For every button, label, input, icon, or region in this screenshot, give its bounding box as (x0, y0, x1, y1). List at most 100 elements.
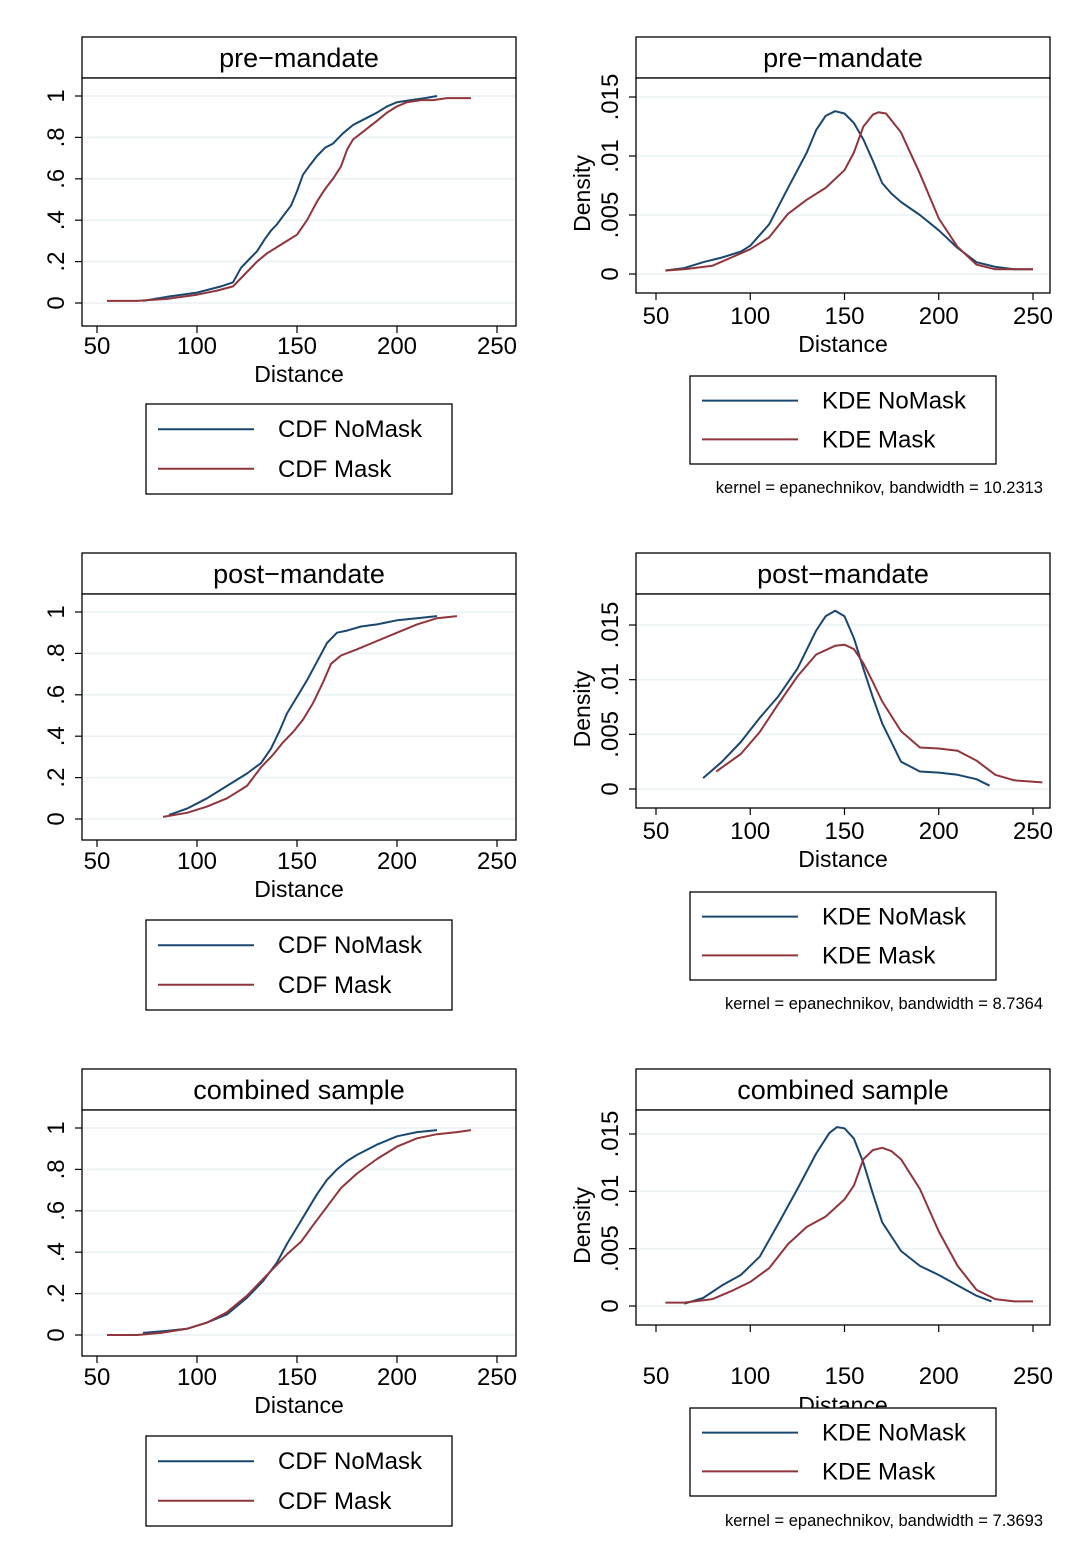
x-axis-label: Distance (798, 846, 887, 872)
y-axis-label: Density (569, 155, 595, 232)
legend: CDF NoMask CDF Mask (145, 919, 453, 1011)
y-tick-label: 0 (43, 296, 70, 309)
x-tick-label: 100 (730, 818, 770, 845)
x-tick-label: 50 (643, 818, 670, 845)
y-tick-label: .4 (43, 726, 70, 746)
panel-title-box (635, 552, 1051, 595)
chart-panel-6: combined sample 0 .005 .01 .015 50 100 150 200 25… (569, 1068, 1053, 1530)
x-axis-label: Distance (254, 876, 343, 902)
legend-label: CDF NoMask (278, 932, 423, 959)
x-tick-label: 200 (377, 848, 417, 875)
y-tick-label: .005 (597, 192, 624, 239)
panel-title: combined sample (737, 1075, 949, 1105)
legend-label: KDE Mask (822, 426, 936, 453)
y-tick-label: .6 (43, 169, 70, 189)
series-line-nomask (684, 1126, 992, 1305)
legend-label: KDE Mask (822, 942, 936, 969)
legend-box (689, 1407, 997, 1497)
y-tick-label: .015 (597, 1111, 624, 1158)
x-tick-label: 50 (643, 303, 670, 330)
series-line-mask (715, 643, 1043, 784)
y-tick-label: 1 (43, 605, 70, 618)
x-tick-label: 200 (919, 303, 959, 330)
panel-title-box (81, 36, 517, 79)
legend-label: CDF NoMask (278, 416, 423, 443)
kernel-note: kernel = epanechnikov, bandwidth = 7.369… (725, 1512, 1043, 1530)
legend-label: CDF Mask (278, 456, 392, 483)
chart-panel-2: pre−mandate 0 .005 .01 .015 50 100 150 200 250 Dis… (569, 36, 1053, 497)
y-axis-label: Density (569, 1187, 595, 1264)
y-tick-label: 0 (597, 267, 624, 280)
y-tick-label: .015 (597, 74, 624, 121)
legend-label: CDF Mask (278, 1488, 392, 1515)
x-tick-label: 150 (824, 303, 864, 330)
panel-title: pre−mandate (763, 43, 923, 73)
legend-box (145, 919, 453, 1011)
legend-box (689, 375, 997, 465)
plot-area (635, 593, 1051, 809)
y-tick-label: .4 (43, 210, 70, 230)
legend-label: KDE NoMask (822, 388, 967, 415)
x-tick-label: 100 (177, 1364, 217, 1391)
series-line-nomask (142, 95, 438, 302)
y-tick-label: .4 (43, 1242, 70, 1262)
y-tick-label: .01 (597, 1175, 624, 1208)
y-tick-label: .8 (43, 1159, 70, 1179)
x-tick-label: 250 (1013, 1363, 1053, 1390)
x-tick-label: 50 (84, 1364, 111, 1391)
y-tick-label: .005 (597, 711, 624, 758)
y-tick-label: 0 (43, 812, 70, 825)
x-tick-label: 100 (730, 303, 770, 330)
series-line-mask (665, 1146, 1033, 1304)
x-tick-label: 150 (277, 848, 317, 875)
x-tick-label: 50 (84, 848, 111, 875)
plot-area (81, 77, 517, 327)
y-tick-label: 0 (43, 1328, 70, 1341)
legend-label: KDE NoMask (822, 904, 967, 931)
y-tick-label: .005 (597, 1225, 624, 1272)
y-tick-label: .01 (597, 663, 624, 696)
y-tick-label: 1 (43, 1121, 70, 1134)
series-line-nomask (665, 110, 1033, 272)
x-axis-label: Distance (798, 331, 887, 357)
series-line-nomask (168, 615, 438, 816)
y-tick-label: .8 (43, 643, 70, 663)
legend: KDE NoMask KDE Mask (689, 375, 997, 465)
y-tick-label: .6 (43, 685, 70, 705)
plot-area (81, 593, 517, 841)
plot-area (635, 77, 1051, 294)
legend-box (145, 403, 453, 495)
x-tick-label: 200 (377, 333, 417, 360)
panel-title-box (81, 552, 517, 595)
legend: CDF NoMask CDF Mask (145, 403, 453, 495)
y-tick-label: .8 (43, 127, 70, 147)
x-axis-label: Distance (254, 1392, 343, 1418)
x-tick-label: 150 (824, 1363, 864, 1390)
series-line-mask (107, 1129, 472, 1336)
x-tick-label: 250 (1013, 303, 1053, 330)
y-tick-label: .015 (597, 602, 624, 649)
y-tick-label: .2 (43, 768, 70, 788)
y-axis-label: Density (569, 670, 595, 747)
y-tick-label: 0 (597, 1299, 624, 1312)
kernel-note: kernel = epanechnikov, bandwidth = 10.23… (716, 479, 1043, 497)
kernel-note: kernel = epanechnikov, bandwidth = 8.736… (725, 995, 1043, 1013)
x-axis-label: Distance (254, 361, 343, 387)
panel-title-box (635, 1068, 1051, 1111)
x-tick-label: 100 (730, 1363, 770, 1390)
x-tick-label: 100 (177, 333, 217, 360)
legend-label: CDF NoMask (278, 1448, 423, 1475)
x-tick-label: 100 (177, 848, 217, 875)
x-tick-label: 250 (1013, 818, 1053, 845)
plot-area (635, 1109, 1051, 1326)
panel-title-box (635, 36, 1051, 79)
legend-label: CDF Mask (278, 972, 392, 999)
panel-title: post−mandate (213, 559, 385, 589)
y-tick-label: 1 (43, 89, 70, 102)
y-tick-label: .2 (43, 1284, 70, 1304)
x-tick-label: 250 (477, 848, 517, 875)
panel-title: combined sample (193, 1075, 405, 1105)
